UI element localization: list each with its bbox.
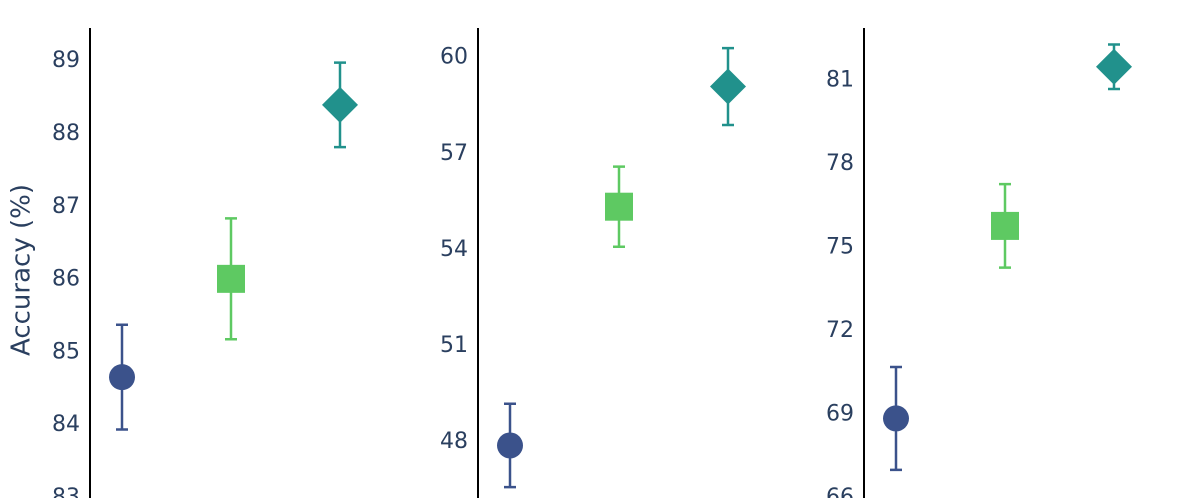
y-tick-label: 48 [440,429,468,454]
y-tick-label: 72 [826,318,854,343]
marker [217,264,245,293]
y-tick-label: 83 [52,485,80,498]
y-tick-label: 54 [440,237,468,262]
y-tick-label: 66 [826,485,854,498]
y-tick-label: 81 [826,68,854,93]
marker [1096,48,1132,85]
marker [605,192,633,221]
marker [109,364,135,391]
y-axis-title: Accuracy (%) [7,184,37,356]
y-tick-label: 69 [826,402,854,427]
y-tick-label: 86 [52,267,80,292]
y-tick-label: 88 [52,121,80,146]
marker [322,86,358,123]
y-tick-label: 84 [52,412,80,437]
y-tick-label: 78 [826,151,854,176]
marker [883,405,909,432]
y-tick-label: 87 [52,194,80,219]
marker [991,211,1019,240]
y-tick-label: 89 [52,48,80,73]
y-tick-label: 85 [52,339,80,364]
y-tick-label: 57 [440,141,468,166]
y-tick-label: 60 [440,45,468,70]
marker [710,68,746,105]
marker [497,432,523,459]
y-tick-label: 51 [440,333,468,358]
y-tick-label: 75 [826,235,854,260]
